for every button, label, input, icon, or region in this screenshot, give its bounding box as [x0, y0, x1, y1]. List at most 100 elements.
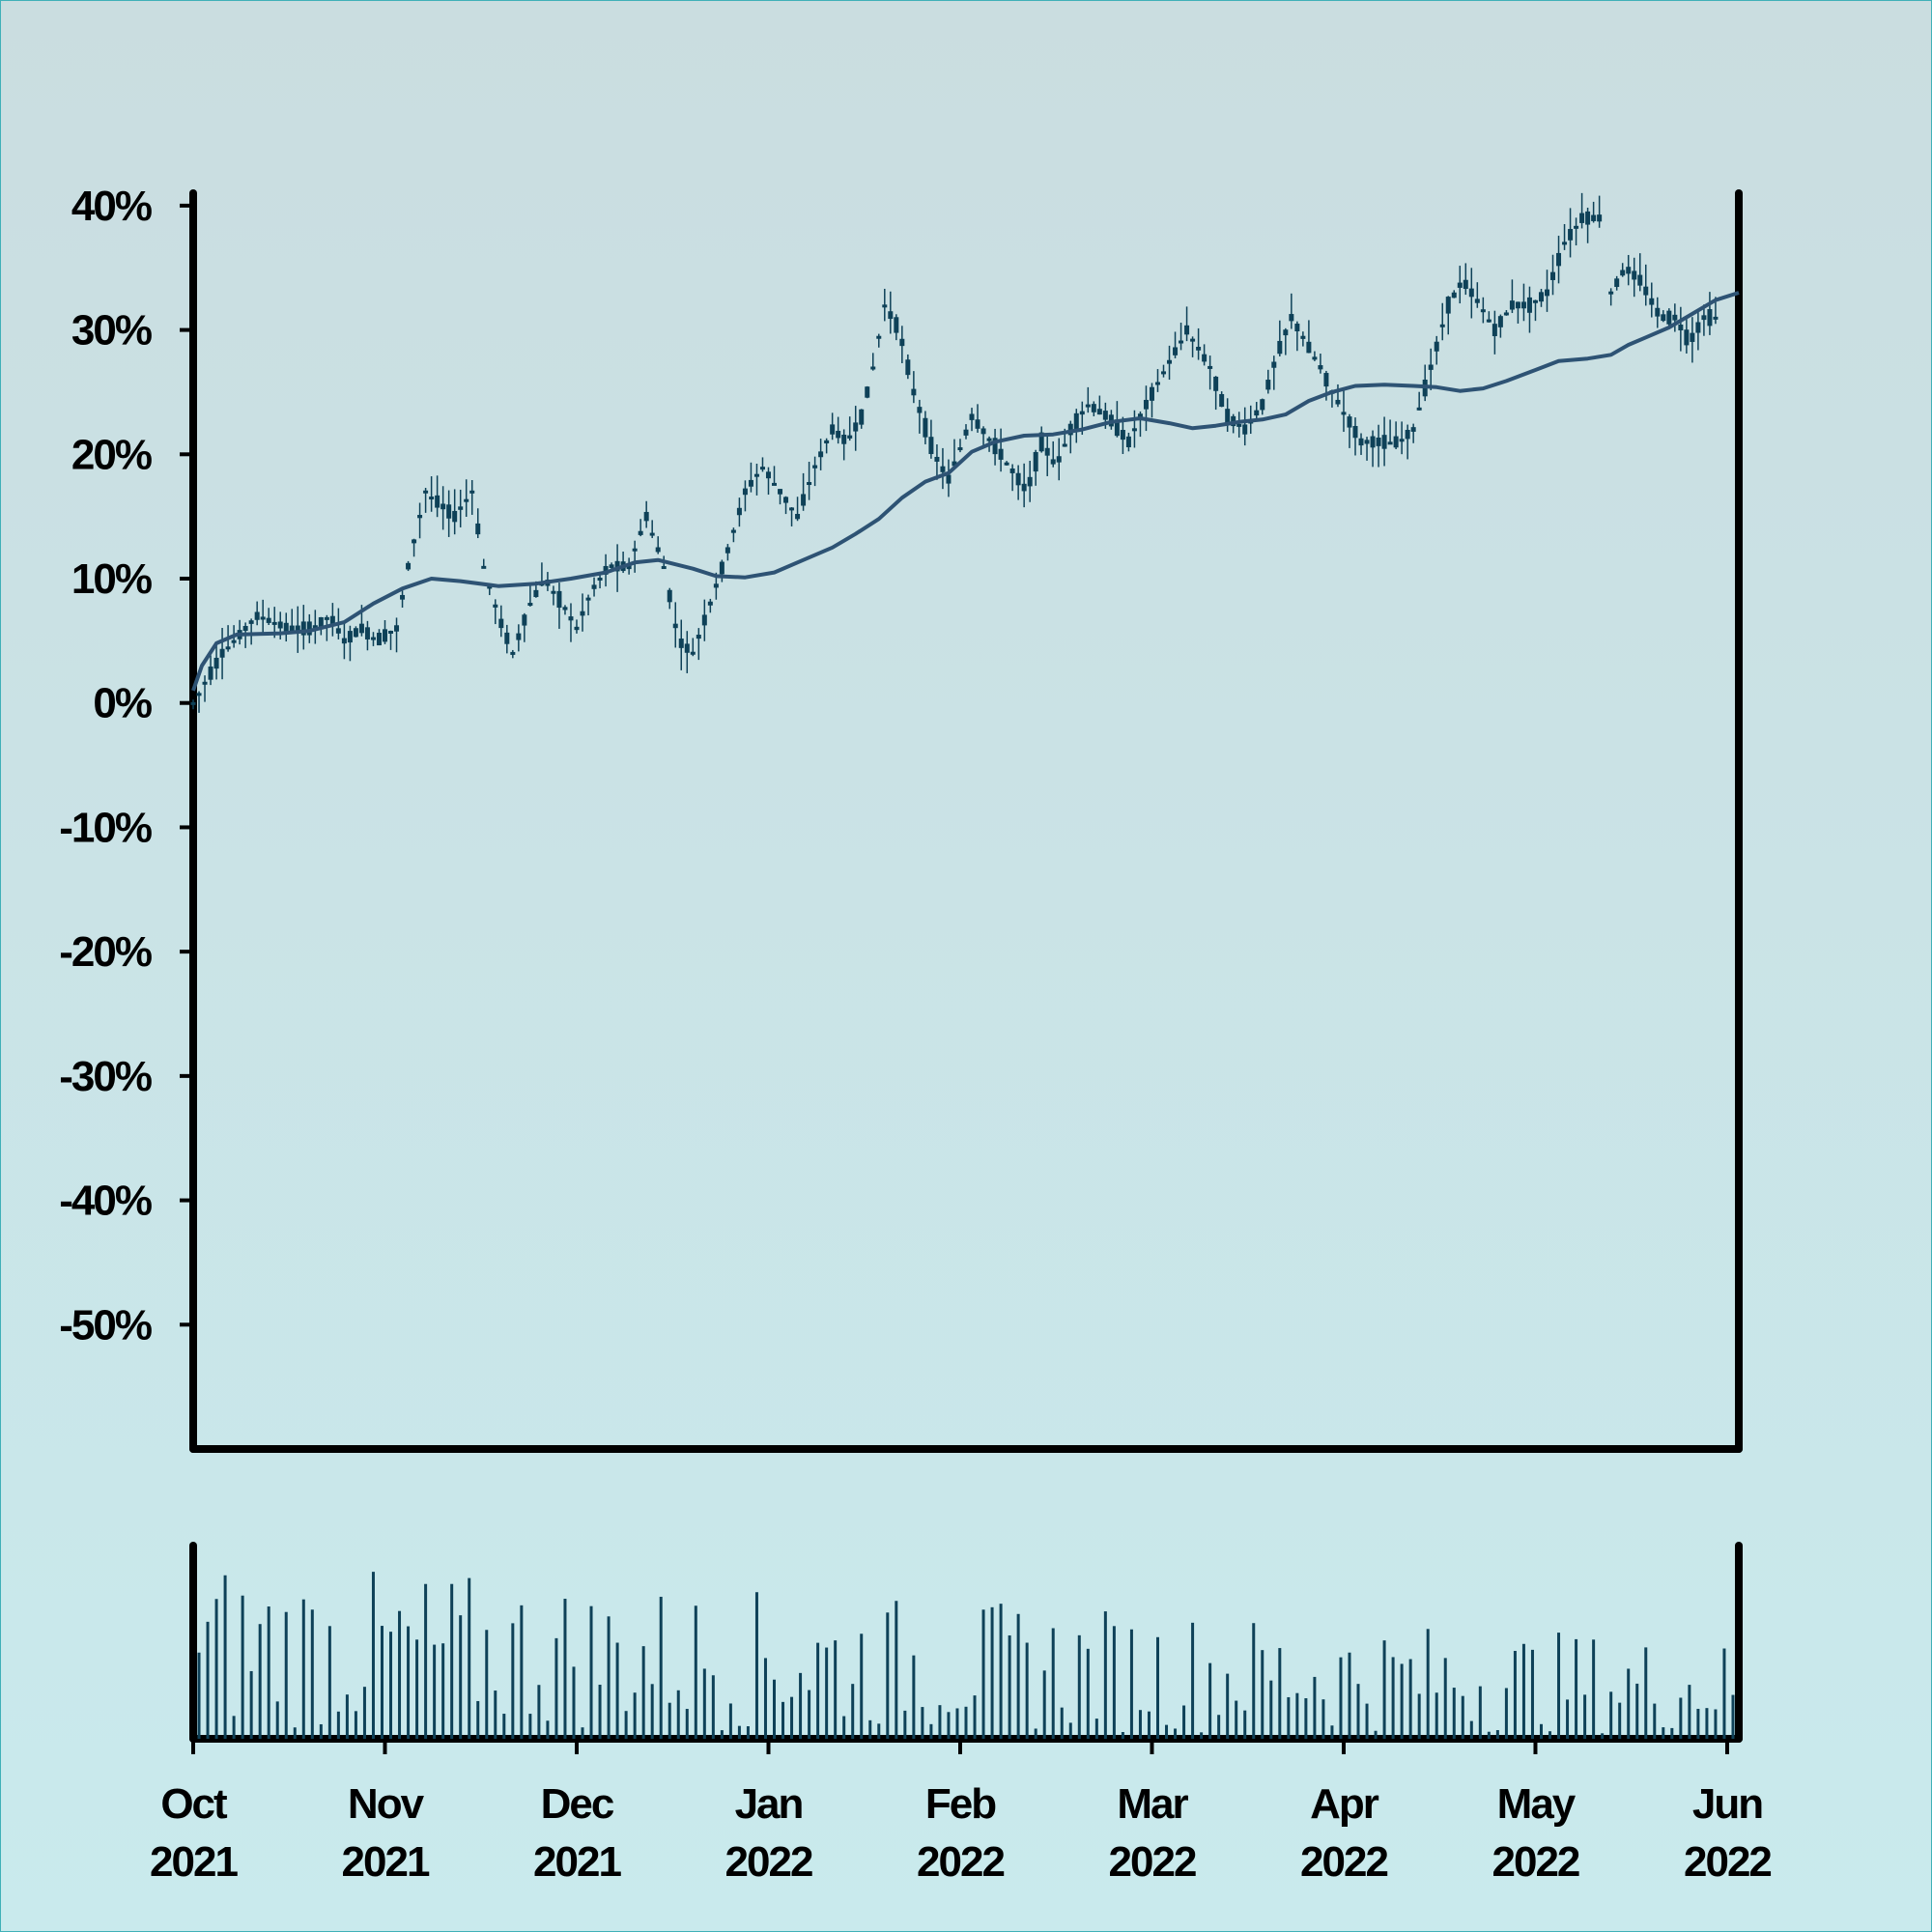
volume-bar: [938, 1705, 942, 1739]
candle-body: [306, 621, 312, 636]
volume-bar: [1252, 1623, 1256, 1739]
candle-body: [580, 611, 585, 616]
candle-body: [446, 504, 452, 519]
volume-bar: [746, 1726, 750, 1739]
candle-body: [1260, 399, 1265, 411]
volume-bar: [433, 1644, 437, 1739]
candle-body: [818, 451, 824, 458]
candle-body: [335, 628, 341, 634]
volume-bar: [389, 1632, 393, 1739]
candle-body: [824, 440, 830, 444]
candle-body: [1352, 425, 1358, 439]
candle-body: [783, 497, 789, 503]
volume-bar: [1016, 1613, 1020, 1739]
volume-bar: [441, 1643, 445, 1739]
candle-body: [376, 633, 382, 646]
x-tick-label-month: Apr: [1310, 1780, 1379, 1828]
volume-bar: [615, 1642, 619, 1739]
volume-bar: [206, 1621, 210, 1739]
volume-bar: [799, 1672, 803, 1739]
candle-body: [701, 614, 707, 626]
candle-body: [998, 448, 1004, 460]
volume-bar: [1356, 1684, 1360, 1739]
volume-bar: [895, 1601, 898, 1739]
candle-body: [778, 489, 783, 495]
candle-body: [562, 607, 568, 611]
candle-body: [795, 513, 801, 520]
x-tick-label-year: 2021: [533, 1838, 621, 1886]
candle-body: [277, 621, 283, 629]
candle-body: [1044, 447, 1050, 456]
candle-body: [1439, 324, 1445, 327]
candle-body: [458, 506, 464, 510]
candle-body: [318, 616, 324, 628]
volume-bar: [816, 1642, 820, 1739]
volume-bar: [1513, 1650, 1517, 1739]
volume-bar: [459, 1615, 463, 1739]
candle-body: [724, 547, 730, 554]
volume-bar: [1042, 1670, 1046, 1739]
candle-body: [1219, 393, 1225, 408]
volume-bar: [1287, 1696, 1291, 1739]
volume-bar: [1530, 1649, 1534, 1739]
candle-body: [1009, 468, 1015, 473]
volume-bar: [319, 1723, 323, 1739]
volume-bar: [1269, 1680, 1273, 1739]
candle-body: [1062, 443, 1067, 447]
candle-body: [684, 643, 690, 653]
volume-bar: [520, 1605, 524, 1739]
volume-bar: [380, 1626, 384, 1739]
candle-body: [1509, 300, 1515, 310]
candle-body: [1405, 430, 1410, 440]
volume-bar: [1469, 1720, 1473, 1739]
candle-body: [504, 632, 510, 644]
candle-body: [312, 625, 318, 629]
candle-body: [208, 666, 213, 680]
volume-bar: [763, 1658, 767, 1739]
volume-bar: [1200, 1732, 1204, 1739]
volume-bar: [362, 1687, 366, 1739]
candle-body: [1364, 440, 1370, 444]
candle-body: [748, 479, 753, 487]
y-tick-label: 30%: [71, 307, 152, 355]
candle-body: [370, 637, 376, 640]
volume-bar: [1261, 1650, 1264, 1739]
candle-body: [522, 614, 527, 626]
candle-body: [1399, 439, 1405, 442]
volume-bar: [546, 1720, 550, 1739]
candle-body: [1643, 286, 1649, 296]
candle-body: [1173, 347, 1179, 355]
candle-body: [946, 474, 952, 484]
candle-body: [475, 523, 481, 535]
candle-body: [1289, 314, 1294, 322]
candle-body: [568, 616, 574, 621]
x-tick-label-month: Nov: [348, 1780, 425, 1828]
candle-body: [1520, 301, 1526, 309]
volume-bar: [1077, 1634, 1081, 1739]
y-tick-label: -40%: [59, 1178, 152, 1225]
volume-bar: [1112, 1626, 1116, 1739]
volume-bar: [851, 1684, 855, 1739]
volume-bar: [886, 1612, 890, 1739]
candle-body: [341, 638, 347, 644]
volume-bar: [868, 1719, 872, 1739]
candle-body: [487, 585, 493, 589]
candle-body: [1190, 338, 1196, 342]
volume-bar: [981, 1609, 985, 1739]
candle-body: [1666, 310, 1672, 325]
volume-bar: [1688, 1685, 1691, 1739]
candle-body: [190, 701, 196, 705]
candle-body: [1120, 430, 1125, 440]
x-tick-label-month: Dec: [541, 1780, 614, 1828]
volume-bar: [1121, 1732, 1124, 1739]
candle-body: [1184, 325, 1190, 335]
candle-body: [1004, 462, 1009, 466]
candle-body: [440, 503, 446, 510]
volume-bar: [1034, 1728, 1037, 1739]
candle-body: [329, 615, 335, 626]
candle-body: [493, 604, 498, 608]
candle-body: [742, 488, 748, 496]
candle-body: [248, 620, 254, 624]
volume-bar: [1487, 1731, 1491, 1739]
volume-bar: [1174, 1728, 1178, 1739]
